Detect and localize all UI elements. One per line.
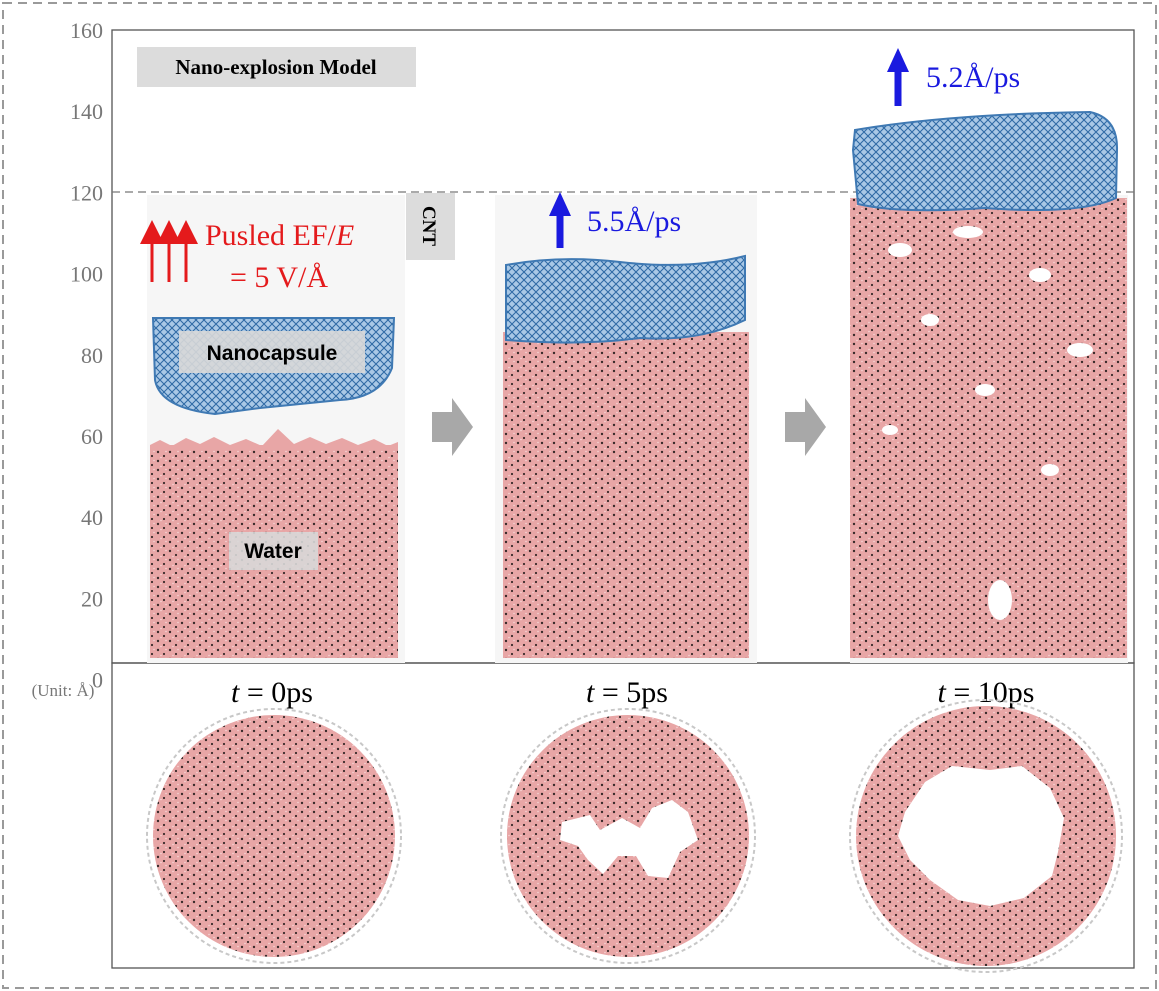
- nanocapsule-2: [505, 254, 746, 344]
- y-tick-label: 60: [81, 424, 103, 449]
- water-label: Water: [244, 540, 302, 563]
- velocity-label-3: 5.2Å/ps: [926, 61, 1020, 94]
- y-axis: 160 140 120 100 80 60 40 20 0: [70, 18, 103, 693]
- water-column-2: [503, 332, 749, 658]
- time-label-5ps: t = 5ps: [586, 676, 668, 709]
- figure-title: Nano-explosion Model: [175, 55, 376, 79]
- cnt-label: CNT: [418, 206, 439, 246]
- cnt-ring-2: [500, 708, 756, 964]
- cnt-ring-3: [849, 699, 1123, 973]
- y-tick-label: 100: [70, 262, 103, 287]
- y-tick-label: 40: [81, 505, 103, 530]
- y-tick-label: 140: [70, 99, 103, 124]
- step-arrow-2-icon: [785, 398, 826, 456]
- nanocapsule-label: Nanocapsule: [207, 342, 338, 365]
- cnt-label-box: [406, 193, 455, 260]
- cnt-ring-1: [146, 708, 402, 964]
- step-arrow-1-icon: [432, 398, 473, 456]
- water-surface-1: [150, 429, 398, 450]
- field-label-line2: = 5 V/Å: [230, 261, 328, 294]
- water-label-box: [229, 532, 318, 570]
- field-arrows-icon: [140, 220, 198, 282]
- cavity-5ps: [560, 800, 698, 878]
- water-voids-3: [882, 226, 1093, 620]
- y-tick-label: 0: [92, 668, 103, 693]
- y-tick-label: 120: [70, 180, 103, 205]
- nanocapsule-label-box: [179, 331, 365, 373]
- unit-label: (Unit: Å): [32, 681, 95, 700]
- y-tick-label: 80: [81, 343, 103, 368]
- field-label-line1: Pusled EF/E: [205, 219, 354, 252]
- y-tick-label: 20: [81, 586, 103, 611]
- nanocapsule-3: [851, 110, 1119, 212]
- time-label-0ps: t = 0ps: [231, 676, 313, 709]
- cavity-10ps: [898, 766, 1064, 906]
- velocity-label-2: 5.5Å/ps: [587, 205, 681, 238]
- cross-section-0ps: [153, 715, 395, 957]
- y-tick-label: 160: [70, 18, 103, 43]
- title-box: [137, 47, 416, 87]
